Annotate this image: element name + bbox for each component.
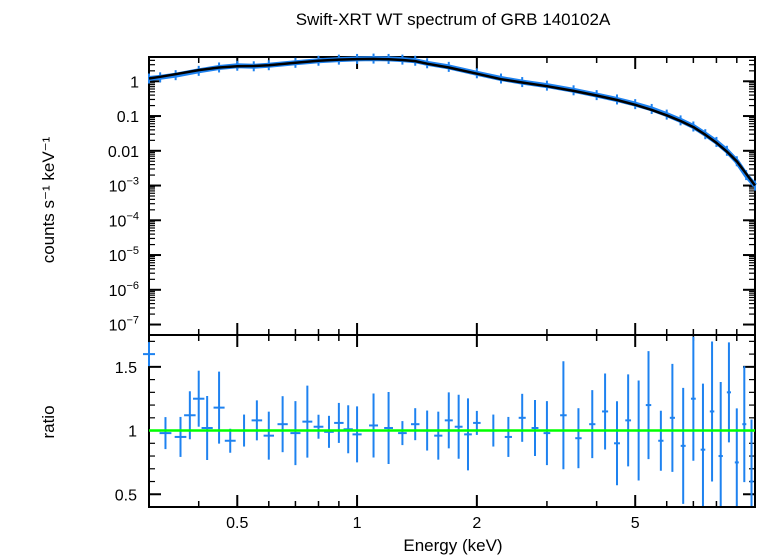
y-tick-label: 10−4 [109, 210, 139, 230]
y-tick-label: 10−5 [109, 245, 139, 265]
y-tick-label: 0.1 [117, 109, 139, 126]
bottom-panel-ticks [148, 335, 755, 507]
y-tick-label: 1 [128, 424, 137, 441]
top-panel-series [148, 53, 757, 191]
chart-title: Swift-XRT WT spectrum of GRB 140102A [296, 10, 611, 29]
x-tick-label: 1 [353, 515, 362, 532]
y-tick-label: 10−7 [109, 315, 139, 335]
y-tick-label: 10−3 [109, 176, 139, 196]
top-panel-ticks [148, 57, 755, 335]
x-tick-labels: 0.5 1 2 5 [226, 515, 640, 532]
top-panel: 1 0.1 0.01 10−3 10−4 10−5 10−6 10−7 counts s⁻¹ … [39, 53, 757, 336]
y-tick-label: 0.01 [108, 144, 139, 161]
x-tick-label: 5 [631, 515, 640, 532]
bottom-panel-frame [148, 334, 756, 508]
bottom-panel-y-tick-labels: 0.5 1 1.5 [115, 360, 137, 504]
bottom-panel: 0.5 1 1.5 ratio [39, 334, 756, 508]
bottom-panel-series [143, 336, 755, 506]
bottom-panel-y-axis-title: ratio [39, 405, 58, 438]
x-axis-title: Energy (keV) [403, 536, 502, 555]
y-tick-label: 0.5 [115, 487, 137, 504]
y-tick-label: 10−6 [109, 280, 139, 300]
data-series-line [148, 56, 757, 188]
y-tick-label: 1 [130, 74, 139, 91]
model-line [148, 57, 757, 187]
top-panel-y-tick-labels: 1 0.1 0.01 10−3 10−4 10−5 10−6 10−7 [108, 74, 139, 334]
x-tick-label: 2 [472, 515, 481, 532]
y-tick-label: 1.5 [115, 360, 137, 377]
x-tick-label: 0.5 [226, 515, 248, 532]
top-panel-frame [148, 56, 756, 336]
top-panel-y-axis-title: counts s⁻¹ keV⁻¹ [39, 136, 58, 263]
